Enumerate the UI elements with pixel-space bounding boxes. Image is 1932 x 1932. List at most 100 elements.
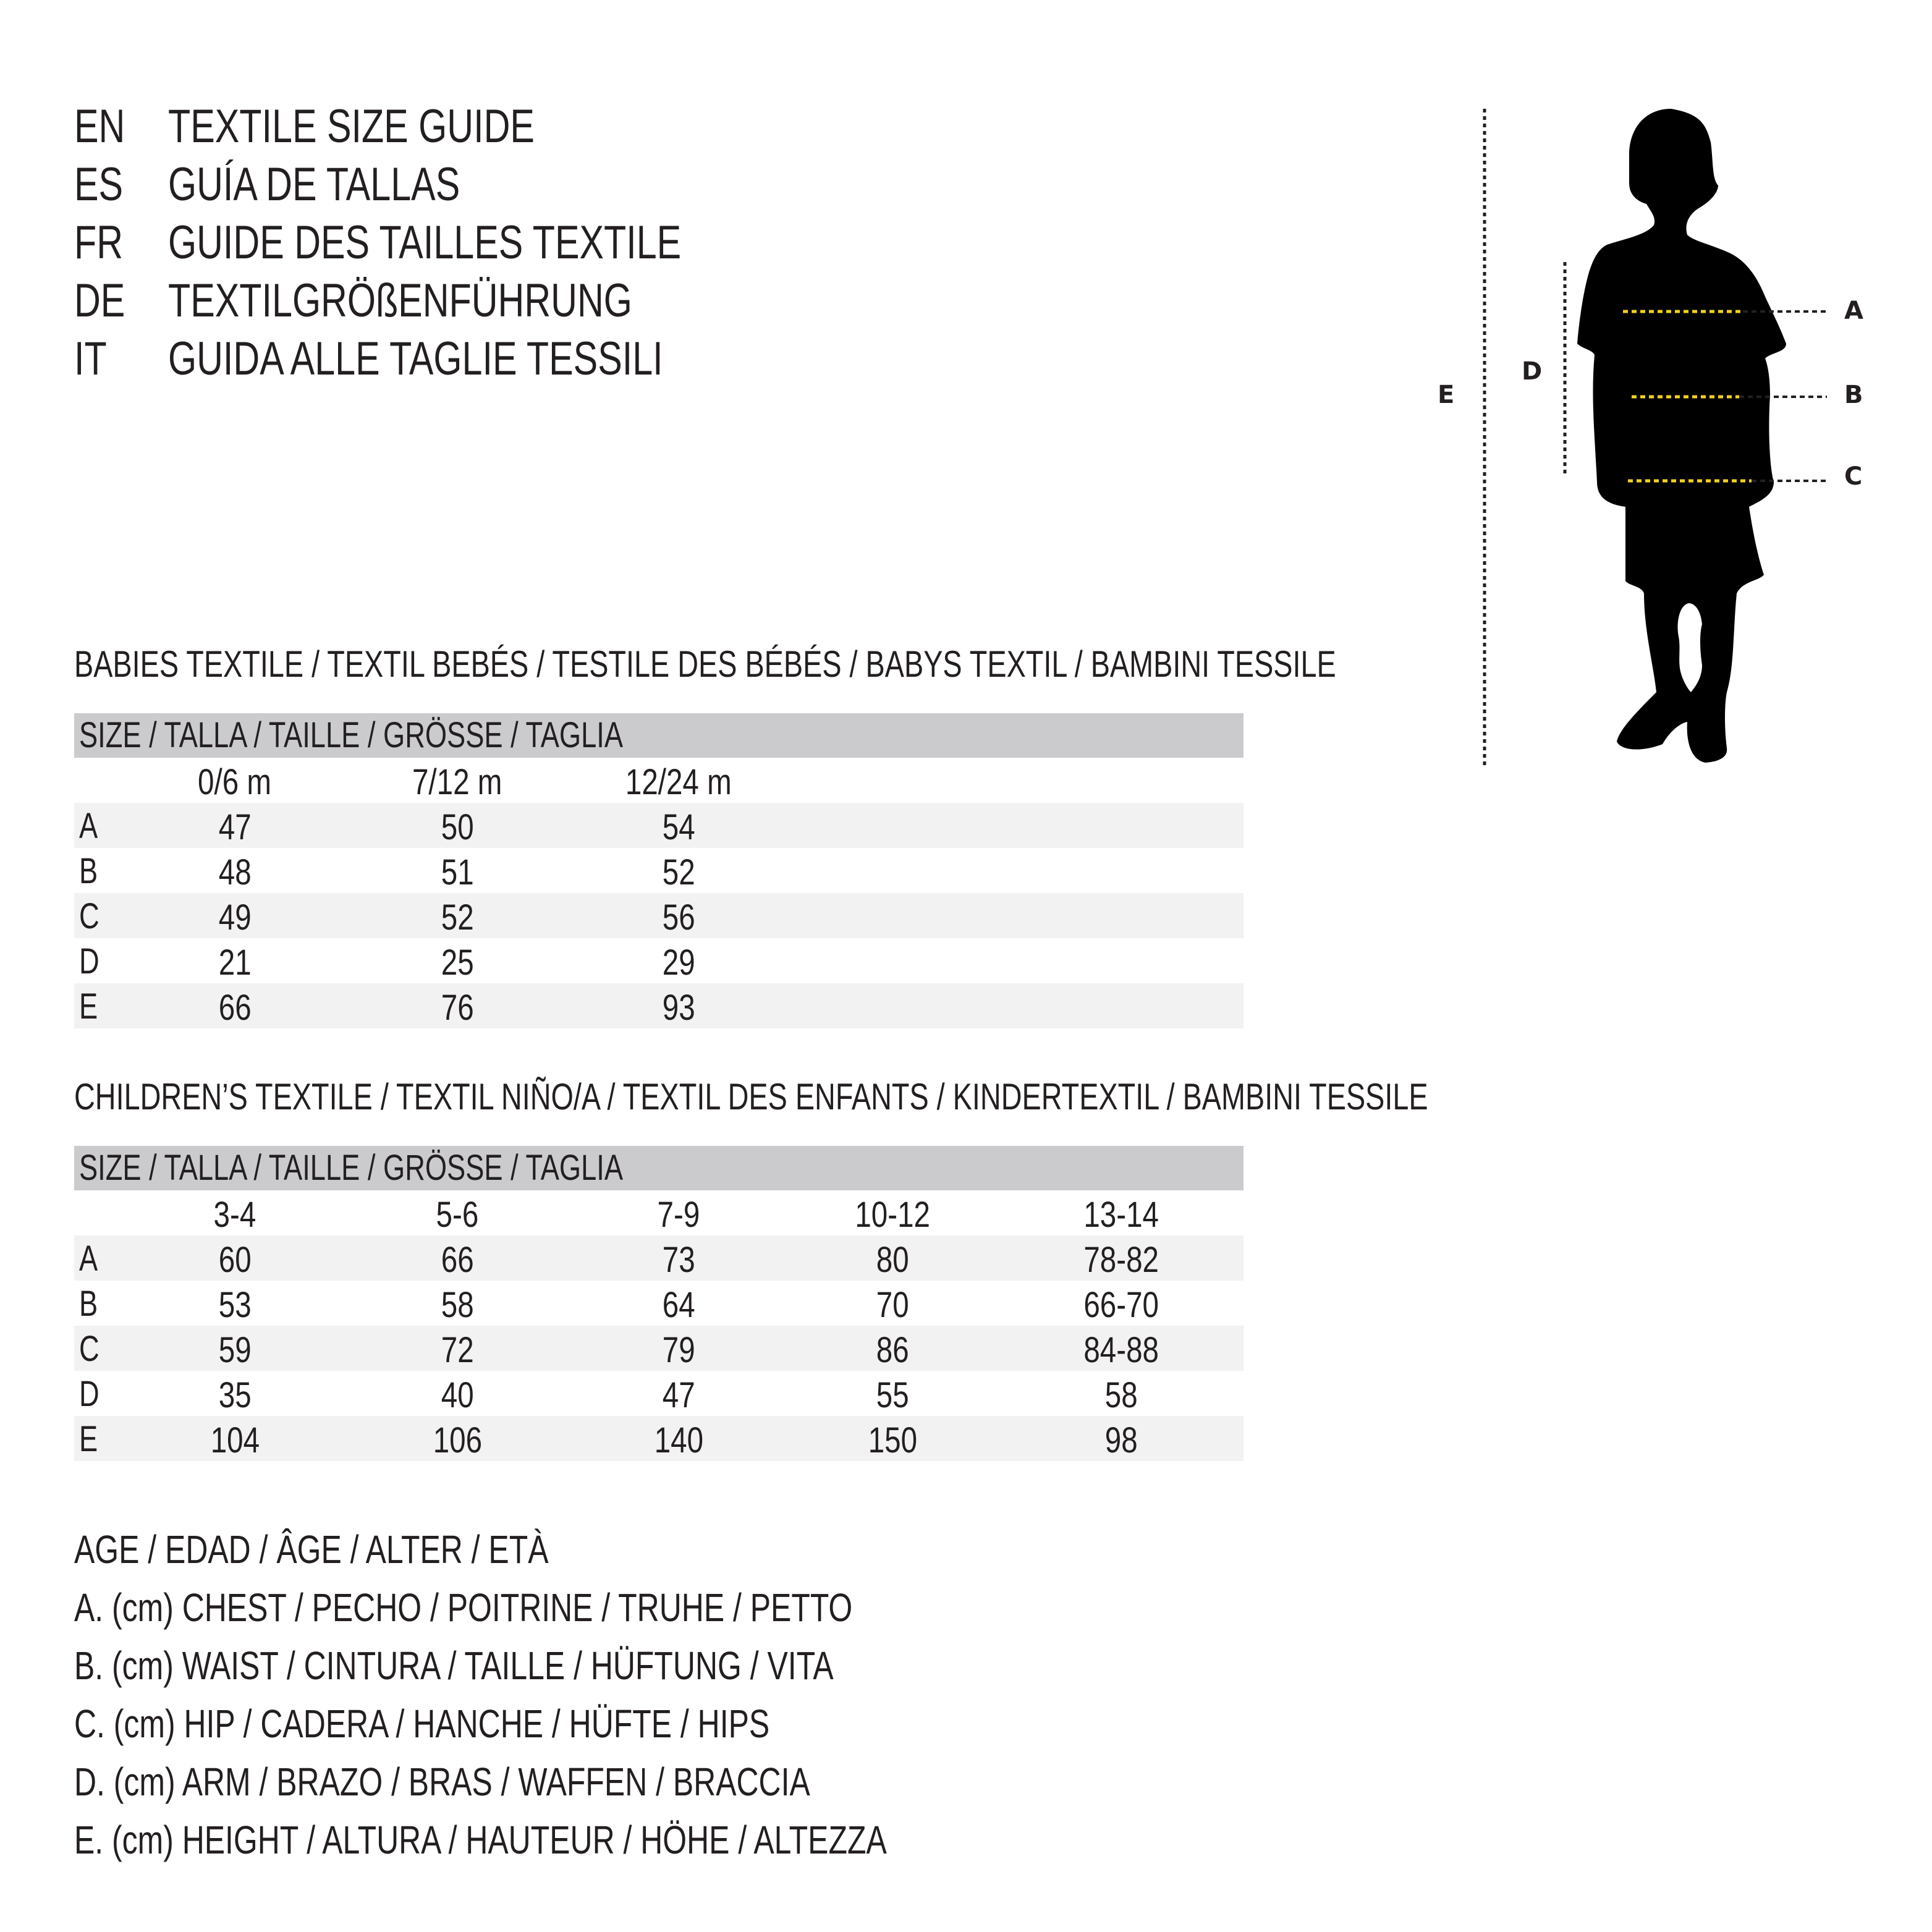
title-block: EN TEXTILE SIZE GUIDE ES GUÍA DE TALLAS FR… — [0, 98, 742, 394]
table-cell: 50 — [441, 807, 474, 847]
table-cell: 25 — [441, 943, 474, 983]
table-cell: 60 — [218, 1240, 252, 1280]
language-code: IT — [74, 333, 107, 385]
table-cell: 49 — [218, 897, 252, 938]
table-cell: 76 — [441, 988, 474, 1028]
row-label: C — [79, 1329, 100, 1369]
table-cell: 70 — [876, 1285, 909, 1325]
table-row: B 48 51 52 — [74, 848, 1244, 893]
table-cell: 21 — [218, 943, 252, 983]
column-header-row: 0/6 m 7/12 m 12/24 m — [74, 758, 1244, 803]
column-header-row: 3-4 5-6 7-9 10-12 13-14 — [74, 1190, 1244, 1235]
table-cell: 47 — [662, 1375, 695, 1415]
table-cell: 55 — [876, 1375, 909, 1415]
table-cell: 64 — [662, 1285, 695, 1325]
label-b: B — [1844, 381, 1863, 409]
size-label: SIZE / TALLA / TAILLE / GRÖSSE / TAGLIA — [79, 715, 624, 755]
table-row: E 66 76 93 — [74, 983, 1244, 1028]
size-label: SIZE / TALLA / TAILLE / GRÖSSE / TAGLIA — [79, 1148, 624, 1188]
table-row: A 47 50 54 — [74, 803, 1244, 848]
legend-line: AGE / EDAD / ÂGE / ALTER / ETÀ — [74, 1527, 549, 1572]
table-cell: 86 — [876, 1330, 909, 1370]
legend-line: D. (cm) ARM / BRAZO / BRAS / WAFFEN / BR… — [74, 1760, 810, 1804]
row-label: B — [79, 1284, 98, 1324]
table-cell: 35 — [218, 1375, 252, 1415]
legend-line: E. (cm) HEIGHT / ALTURA / HAUTEUR / HÖHE… — [74, 1818, 887, 1862]
table-cell: 78-82 — [1083, 1240, 1159, 1280]
row-label: C — [79, 896, 100, 936]
table-cell: 66-70 — [1083, 1285, 1159, 1325]
title-text: GUÍA DE TALLAS — [168, 158, 460, 211]
table-row: C 49 52 56 — [74, 893, 1244, 938]
column-header: 13-14 — [1083, 1195, 1159, 1235]
table-cell: 84-88 — [1083, 1330, 1159, 1370]
legend-line: A. (cm) CHEST / PECHO / POITRINE / TRUHE… — [74, 1585, 853, 1630]
table-cell: 54 — [662, 807, 695, 847]
table-cell: 73 — [662, 1240, 695, 1280]
label-e: E — [1438, 381, 1455, 409]
table-cell: 58 — [1104, 1375, 1138, 1415]
title-text: TEXTILGRÖßENFÜHRUNG — [168, 274, 632, 327]
row-label: E — [79, 1419, 98, 1459]
table-cell: 104 — [210, 1420, 260, 1460]
table-cell: 140 — [654, 1420, 703, 1460]
column-header: 0/6 m — [198, 762, 272, 802]
children-heading-text: CHILDREN’S TEXTILE / TEXTIL NIÑO/A / TEX… — [74, 1076, 1428, 1117]
table-row: C 59 72 79 86 84-88 — [74, 1326, 1244, 1371]
label-a: A — [1844, 297, 1863, 325]
table-cell: 58 — [441, 1285, 474, 1325]
title-text: GUIDA ALLE TAGLIE TESSILI — [168, 333, 663, 385]
table-cell: 66 — [218, 988, 252, 1028]
language-code: ES — [74, 158, 124, 211]
table-cell: 40 — [441, 1375, 474, 1415]
title-text: TEXTILE SIZE GUIDE — [168, 100, 535, 153]
table-cell: 52 — [662, 852, 695, 892]
table-cell: 79 — [662, 1330, 695, 1370]
title-text: GUIDE DES TAILLES TEXTILE — [168, 216, 682, 269]
row-label: A — [79, 806, 98, 846]
table-cell: 150 — [868, 1420, 917, 1460]
table-cell: 72 — [441, 1330, 474, 1370]
babies-heading: BABIES TEXTILE / TEXTIL BEBÉS / TESTILE … — [74, 643, 1692, 685]
table-cell: 51 — [441, 852, 474, 892]
language-code: DE — [74, 274, 125, 327]
children-heading: CHILDREN’S TEXTILE / TEXTIL NIÑO/A / TEX… — [74, 1075, 1810, 1118]
column-header: 10-12 — [855, 1195, 930, 1235]
babies-heading-text: BABIES TEXTILE / TEXTIL BEBÉS / TESTILE … — [74, 643, 1336, 685]
legend-line: C. (cm) HIP / CADERA / HANCHE / HÜFTE / … — [74, 1701, 770, 1746]
size-header-bar: SIZE / TALLA / TAILLE / GRÖSSE / TAGLIA — [74, 1146, 1244, 1190]
table-cell: 48 — [218, 852, 252, 892]
legend-line: B. (cm) WAIST / CINTURA / TAILLE / HÜFTU… — [74, 1643, 834, 1688]
language-code: EN — [74, 100, 125, 153]
column-header: 3-4 — [213, 1195, 256, 1235]
table-cell: 93 — [662, 988, 695, 1028]
table-row: E 104 106 140 150 98 — [74, 1416, 1244, 1461]
row-label: D — [79, 1374, 100, 1414]
table-cell: 52 — [441, 897, 474, 938]
row-label: A — [79, 1239, 98, 1279]
table-cell: 56 — [662, 897, 695, 938]
label-c: C — [1844, 462, 1863, 491]
table-cell: 106 — [433, 1420, 482, 1460]
table-cell: 29 — [662, 943, 695, 983]
table-cell: 66 — [441, 1240, 474, 1280]
row-label: D — [79, 941, 100, 981]
table-cell: 80 — [876, 1240, 909, 1280]
row-label: B — [79, 851, 98, 891]
table-cell: 53 — [218, 1285, 252, 1325]
size-header-bar: SIZE / TALLA / TAILLE / GRÖSSE / TAGLIA — [74, 713, 1244, 758]
table-row: A 60 66 73 80 78-82 — [74, 1235, 1244, 1281]
table-cell: 47 — [218, 807, 252, 847]
row-label: E — [79, 986, 98, 1027]
language-code: FR — [74, 216, 124, 269]
table-row: B 53 58 64 70 66-70 — [74, 1281, 1244, 1326]
table-row: D 21 25 29 — [74, 938, 1244, 983]
label-d: D — [1522, 357, 1543, 386]
table-cell: 59 — [218, 1330, 252, 1370]
column-header: 12/24 m — [625, 762, 732, 802]
table-cell: 98 — [1104, 1420, 1138, 1460]
column-header: 7/12 m — [412, 762, 502, 802]
table-row: D 35 40 47 55 58 — [74, 1371, 1244, 1416]
column-header: 5-6 — [436, 1195, 479, 1235]
column-header: 7-9 — [657, 1195, 700, 1235]
